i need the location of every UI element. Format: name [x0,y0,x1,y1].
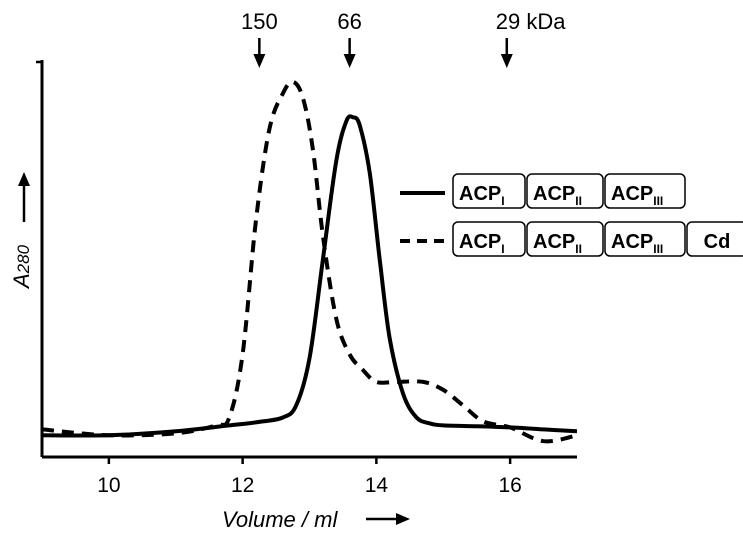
legend-box-frame [604,173,686,209]
legend-box-label: ACPII [533,231,582,256]
legend-box-frame [604,221,686,257]
legend-box-frame [452,173,526,209]
legend-box-label: ACPII [533,183,582,208]
legend: ACPI ACPII ACPIII ACPI ACPII ACPIII Cd [400,173,743,257]
legend-box-frame [452,221,526,257]
y-axis-label-main: A [9,273,34,290]
x-tick-label-10: 10 [97,474,120,497]
series-layer [41,79,578,444]
series-solid-line [41,114,578,438]
mw-marker-2: 29 kDa [496,9,566,68]
y-axis-label-sub: 280 [14,244,33,274]
legend-box-frame [526,173,604,209]
legend-box-frame [526,221,604,257]
legend-box: ACPIII [604,173,686,209]
legend-box: ACPII [526,221,604,257]
x-tick-label-14: 14 [365,474,389,497]
down-arrow-icon [500,54,513,68]
down-arrow-icon [343,54,356,68]
y-axis-label: A280 [9,244,34,290]
mw-marker-label: 150 [241,9,278,34]
legend-box-label: ACPI [459,183,505,208]
mw-marker-0: 150 [241,9,278,68]
legend-box: ACPII [526,173,604,209]
legend-box-label: ACPIII [611,183,663,208]
legend-entry-solid: ACPI ACPII ACPIII [400,173,686,209]
down-arrow-icon [253,54,266,68]
legend-box-label: Cd [704,231,731,253]
mw-marker-label: 29 kDa [496,9,566,34]
mw-marker-label: 66 [337,9,361,34]
legend-entry-dashed: ACPI ACPII ACPIII Cd [400,221,743,257]
x-tick-label-12: 12 [231,474,254,497]
legend-box: Cd [686,221,743,257]
legend-box-frame [686,221,743,257]
mw-marker-1: 66 [337,9,362,68]
legend-box: ACPI [452,173,526,209]
x-ticks: 10 12 14 16 [97,457,522,497]
x-tick-label-16: 16 [498,474,521,497]
series-dashed-line [41,79,578,444]
y-axis-arrow-icon [18,172,30,222]
legend-box: ACPIII [604,221,686,257]
legend-box-label: ACPIII [611,231,663,256]
x-axis-label: Volume / ml [222,507,338,532]
mw-markers: 150 66 29 kDa [241,9,566,68]
legend-box-label: ACPI [459,231,505,256]
legend-box: ACPI [452,221,526,257]
x-axis-arrow-icon [366,513,410,525]
svg-text:A280: A280 [9,244,34,290]
